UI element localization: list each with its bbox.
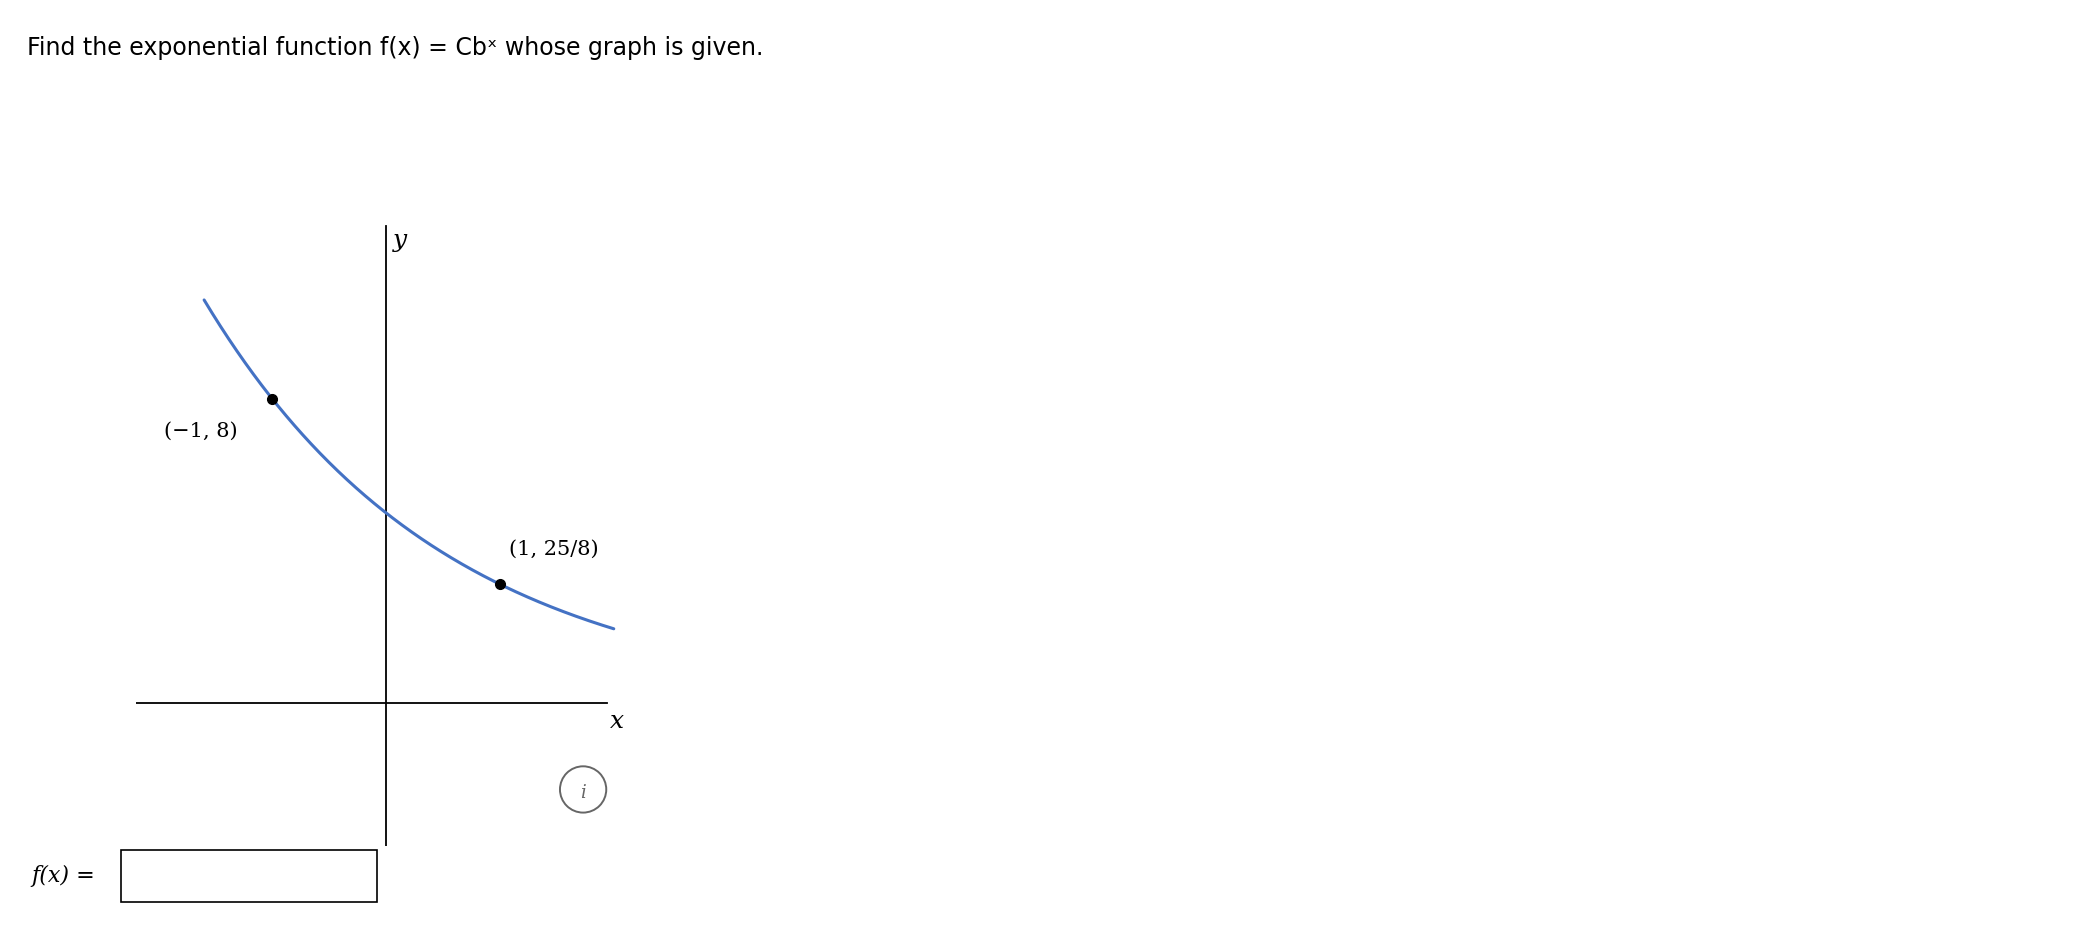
Text: x: x xyxy=(610,711,623,733)
Text: i: i xyxy=(581,784,585,802)
Text: y: y xyxy=(393,229,408,252)
Text: f(x) =: f(x) = xyxy=(31,865,94,887)
Text: (−1, 8): (−1, 8) xyxy=(165,422,238,441)
Text: (1, 25/8): (1, 25/8) xyxy=(510,540,598,559)
Text: Find the exponential function f(x) = Cbˣ whose graph is given.: Find the exponential function f(x) = Cbˣ… xyxy=(27,36,763,60)
FancyBboxPatch shape xyxy=(121,850,376,902)
